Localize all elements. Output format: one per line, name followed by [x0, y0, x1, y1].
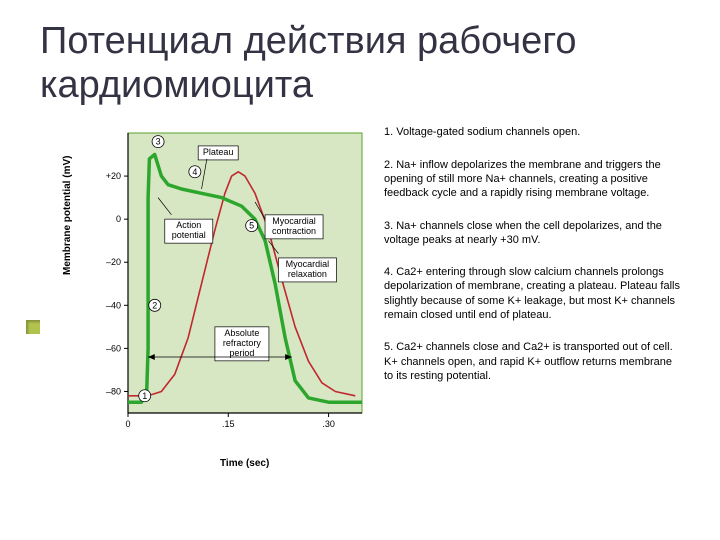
note-5: 5. Ca2+ channels close and Ca2+ is trans… — [384, 340, 680, 383]
svg-text:relaxation: relaxation — [288, 269, 327, 279]
note-3: 3. Na+ channels close when the cell depo… — [384, 219, 680, 248]
note-4: 4. Ca2+ entering through slow calcium ch… — [384, 265, 680, 322]
bullet-square-icon — [26, 320, 40, 334]
svg-text:contraction: contraction — [272, 226, 316, 236]
chart-container: Membrane potential (mV) Time (sec) +200–… — [70, 125, 370, 465]
svg-text:period: period — [229, 348, 254, 358]
x-axis-label: Time (sec) — [220, 458, 269, 469]
svg-text:.15: .15 — [222, 419, 235, 429]
y-axis-label: Membrane potential (mV) — [62, 156, 73, 275]
svg-text:.30: .30 — [322, 419, 335, 429]
svg-text:Myocardial: Myocardial — [272, 216, 316, 226]
notes-column: 1. Voltage-gated sodium channels open. 2… — [370, 125, 680, 465]
svg-text:0: 0 — [125, 419, 130, 429]
svg-text:–80: –80 — [106, 387, 121, 397]
svg-text:3: 3 — [156, 137, 161, 147]
note-1: 1. Voltage-gated sodium channels open. — [384, 125, 680, 139]
svg-text:2: 2 — [152, 301, 157, 311]
svg-text:5: 5 — [249, 221, 254, 231]
cardiac-ap-chart: +20 0 –20 –40 –60 –80 0 .15 .30 Plateau Actionpote… — [100, 125, 370, 445]
svg-text:4: 4 — [192, 167, 197, 177]
svg-text:–20: –20 — [106, 258, 121, 268]
svg-text:–40: –40 — [106, 301, 121, 311]
svg-text:Action: Action — [176, 221, 201, 231]
svg-text:refractory: refractory — [223, 338, 262, 348]
svg-text:+20: +20 — [106, 171, 121, 181]
svg-text:–60: –60 — [106, 344, 121, 354]
svg-text:Plateau: Plateau — [203, 147, 234, 157]
svg-text:Absolute: Absolute — [224, 328, 259, 338]
svg-text:Myocardial: Myocardial — [286, 259, 330, 269]
svg-text:potential: potential — [172, 231, 206, 241]
content-row: Membrane potential (mV) Time (sec) +200–… — [70, 125, 680, 465]
svg-text:1: 1 — [142, 391, 147, 401]
svg-text:0: 0 — [116, 215, 121, 225]
note-2: 2. Na+ inflow depolarizes the membrane a… — [384, 158, 680, 201]
slide-title: Потенциал действия рабочего кардиомиоцит… — [40, 20, 680, 107]
